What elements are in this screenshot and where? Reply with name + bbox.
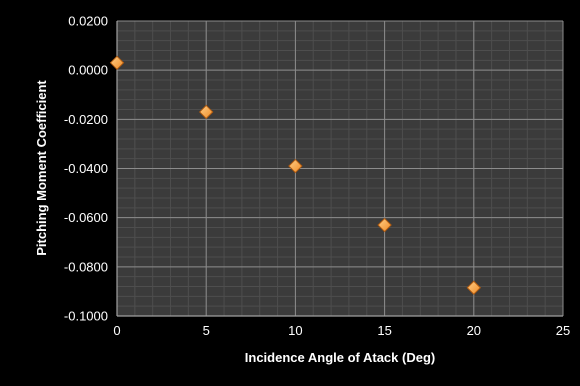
x-tick-label: 20	[467, 323, 481, 338]
axis-lines	[116, 21, 563, 317]
x-tick-labels: 0 5 10 15 20 25	[113, 323, 570, 338]
y-tick-labels: 0.0200 0.0000 -0.0200 -0.0400 -0.0600 -0.0800…	[64, 14, 108, 324]
y-tick-label: -0.0400	[64, 161, 108, 176]
x-tick-label: 5	[203, 323, 210, 338]
y-tick-label: 0.0200	[68, 14, 108, 29]
y-tick-label: -0.1000	[64, 309, 108, 324]
x-tick-label: 10	[288, 323, 302, 338]
y-axis-title: Pitching Moment Coefficient	[34, 80, 49, 256]
x-tick-label: 15	[377, 323, 391, 338]
data-point	[288, 158, 303, 174]
data-point	[109, 55, 125, 70]
y-tick-label: -0.0800	[64, 259, 108, 274]
data-point	[466, 280, 482, 295]
x-axis-title: Incidence Angle of Atack (Deg)	[245, 350, 435, 365]
y-tick-label: 0.0000	[68, 63, 108, 78]
data-points	[109, 55, 482, 295]
data-point	[198, 104, 214, 120]
x-tick-label: 25	[556, 323, 570, 338]
data-point	[377, 217, 392, 233]
x-tick-label: 0	[113, 323, 120, 338]
y-tick-label: -0.0200	[64, 112, 108, 127]
y-tick-label: -0.0600	[64, 210, 108, 225]
